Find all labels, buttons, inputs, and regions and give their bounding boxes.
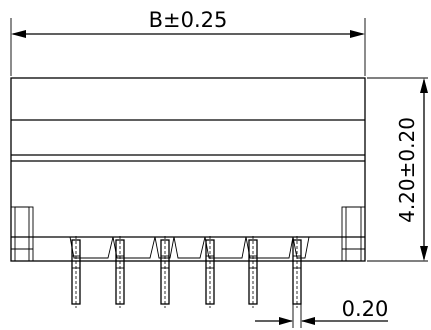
height-dimension: 4.20±0.20 bbox=[367, 77, 428, 262]
width-label: B±0.25 bbox=[149, 8, 228, 32]
pin-width-dimension: 0.20 bbox=[255, 297, 388, 328]
pin-tabs bbox=[69, 236, 310, 259]
pins bbox=[71, 236, 302, 308]
pin bbox=[248, 236, 258, 308]
pin-width-label: 0.20 bbox=[342, 297, 389, 321]
pin bbox=[160, 236, 170, 308]
pin bbox=[205, 236, 215, 308]
width-dimension: B±0.25 bbox=[10, 8, 366, 76]
height-label: 4.20±0.20 bbox=[395, 117, 419, 223]
connector-body bbox=[10, 77, 366, 262]
pin bbox=[71, 236, 81, 308]
pin bbox=[115, 236, 125, 308]
pin bbox=[292, 236, 302, 308]
